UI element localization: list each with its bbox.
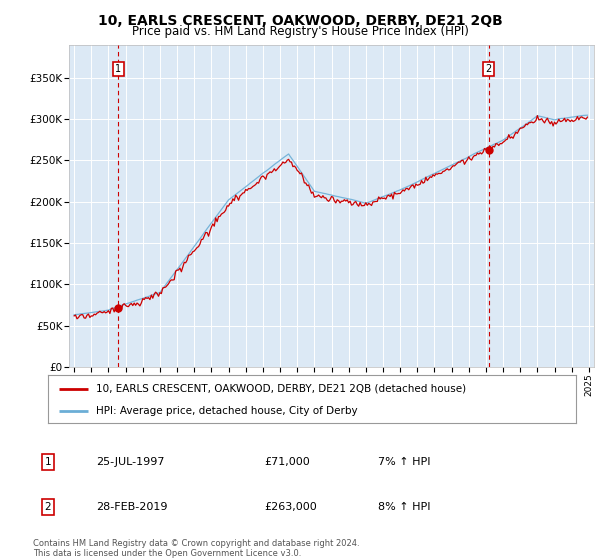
Text: £263,000: £263,000 <box>264 502 317 512</box>
Text: 2: 2 <box>486 64 492 74</box>
Text: 10, EARLS CRESCENT, OAKWOOD, DERBY, DE21 2QB: 10, EARLS CRESCENT, OAKWOOD, DERBY, DE21… <box>98 14 502 28</box>
Text: 1: 1 <box>115 64 121 74</box>
Text: 28-FEB-2019: 28-FEB-2019 <box>96 502 167 512</box>
Text: 2: 2 <box>44 502 52 512</box>
Text: 7% ↑ HPI: 7% ↑ HPI <box>378 457 431 467</box>
Text: 8% ↑ HPI: 8% ↑ HPI <box>378 502 431 512</box>
Text: 1: 1 <box>44 457 52 467</box>
Text: HPI: Average price, detached house, City of Derby: HPI: Average price, detached house, City… <box>95 406 357 416</box>
Text: 10, EARLS CRESCENT, OAKWOOD, DERBY, DE21 2QB (detached house): 10, EARLS CRESCENT, OAKWOOD, DERBY, DE21… <box>95 384 466 394</box>
Text: Contains HM Land Registry data © Crown copyright and database right 2024.
This d: Contains HM Land Registry data © Crown c… <box>33 539 359 558</box>
Text: 25-JUL-1997: 25-JUL-1997 <box>96 457 164 467</box>
Text: Price paid vs. HM Land Registry's House Price Index (HPI): Price paid vs. HM Land Registry's House … <box>131 25 469 38</box>
Text: £71,000: £71,000 <box>264 457 310 467</box>
